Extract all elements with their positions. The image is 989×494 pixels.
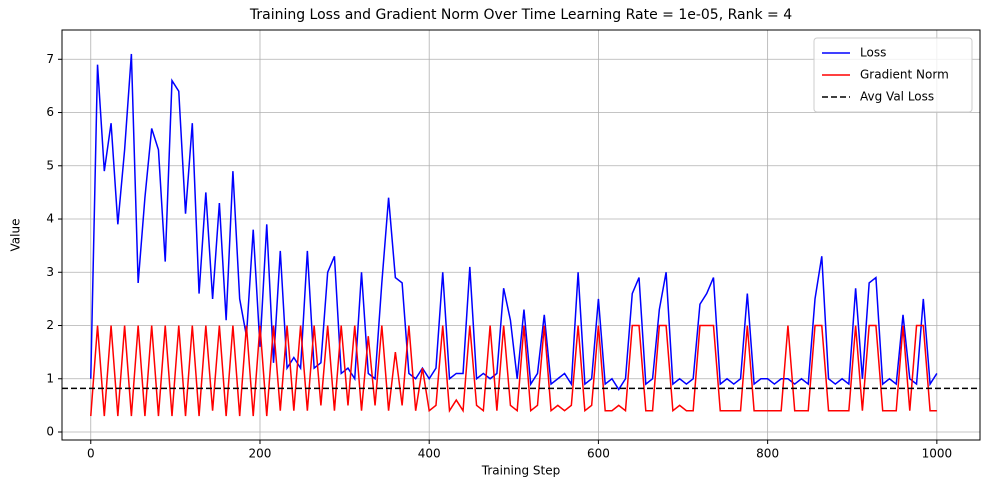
legend-label: Avg Val Loss [860, 90, 934, 104]
x-tick-label: 600 [587, 447, 610, 461]
y-axis-label: Value [9, 219, 23, 252]
y-tick-label: 3 [46, 265, 54, 279]
y-tick-label: 0 [46, 425, 54, 439]
y-tick-label: 5 [46, 158, 54, 172]
x-tick-label: 400 [418, 447, 441, 461]
x-tick-label: 0 [87, 447, 95, 461]
x-tick-label: 800 [756, 447, 779, 461]
x-tick-label: 1000 [922, 447, 953, 461]
chart-title: Training Loss and Gradient Norm Over Tim… [249, 7, 792, 23]
y-tick-label: 7 [46, 52, 54, 66]
series-line [90, 53, 938, 391]
legend-box [813, 37, 973, 113]
x-tick-label: 200 [249, 447, 272, 461]
y-tick-label: 2 [46, 318, 54, 332]
plot-frame [61, 29, 981, 441]
legend-label: Loss [860, 46, 886, 60]
y-tick-label: 4 [46, 212, 54, 226]
legend-label: Gradient Norm [860, 68, 949, 82]
x-axis-label: Training Step [481, 464, 561, 478]
series-line [90, 324, 937, 417]
y-tick-label: 1 [46, 371, 54, 385]
y-tick-label: 6 [46, 105, 54, 119]
